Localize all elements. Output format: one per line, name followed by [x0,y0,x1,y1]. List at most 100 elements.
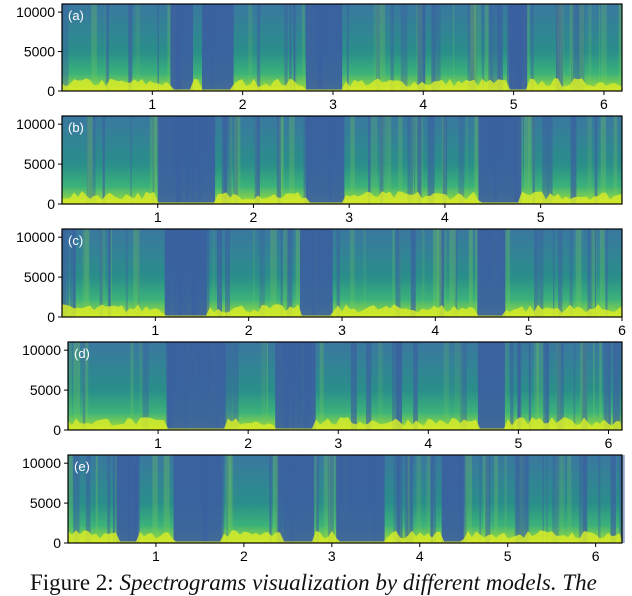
spectral-stripe [87,116,93,204]
x-tick-label: 2 [239,96,247,112]
spectral-stripe [610,455,616,543]
spectral-stripe [581,342,588,430]
spectral-stripe [573,342,576,430]
spectral-stripe [556,342,561,430]
spectral-stripe [558,229,563,317]
spectral-stripe [269,455,272,543]
silence-segment [202,4,234,91]
x-tick-label: 2 [245,322,253,338]
spectral-stripe [426,455,432,543]
spectral-stripe [556,4,559,91]
spectral-stripe [406,455,413,543]
spectral-stripe [289,116,295,204]
spectral-stripe [613,116,618,204]
x-tick-label: 1 [154,435,162,451]
spectral-stripe [570,116,577,204]
spectral-stripe [418,4,426,91]
spectral-stripe [494,4,501,91]
spectral-stripe [84,229,90,317]
spectral-stripe [301,4,305,91]
spectral-stripe [582,342,588,430]
x-tick-label: 3 [328,548,336,564]
spectral-stripe [588,4,592,91]
spectrogram-panel-4: (d) 0 5000 10000 1 2 3 4 5 6 [22,341,623,451]
spectral-stripe [449,229,456,317]
panel-label: (e) [74,459,90,474]
spectrogram-panel-3: (c) 0 5000 10000 1 2 3 4 5 6 [16,228,626,338]
spectral-stripe [276,116,281,204]
spectral-stripe [277,455,284,543]
spectral-stripe [555,455,562,543]
spectral-stripe [504,455,507,543]
spectral-stripe [319,342,324,430]
x-tick-label: 6 [618,322,626,338]
y-tick-label: 5000 [30,382,61,398]
spectral-stripe [505,229,511,317]
spectral-stripe [328,455,335,543]
spectral-stripe [460,342,463,430]
y-tick-label: 5000 [30,495,61,511]
spectral-stripe [395,229,401,317]
spectral-stripe [473,4,477,91]
spectral-stripe [311,455,318,543]
x-tick-label: 4 [441,209,449,225]
spectral-stripe [583,455,588,543]
spectral-stripe [149,116,157,204]
spectral-stripe [217,229,222,317]
spectral-stripe [547,342,550,430]
x-tick-label: 1 [154,209,162,225]
spectral-stripe [99,229,103,317]
spectral-stripe [521,455,528,543]
low-frequency-band [62,78,622,91]
y-tick-label: 10000 [22,342,61,358]
silence-segment [305,4,342,91]
caption-text: Spectrograms visualization by different … [119,570,597,595]
spectral-stripe [599,229,605,317]
silence-segment [170,4,193,91]
spectral-stripe [378,342,383,430]
spectral-stripe [370,116,378,204]
spectral-stripe [112,455,116,543]
spectral-stripe [470,4,475,91]
spectral-stripe [482,4,484,91]
spectral-stripe [73,229,76,317]
x-tick-label: 3 [334,435,342,451]
spectral-stripe [605,229,608,317]
spectral-stripe [465,455,472,543]
spectral-stripe [413,342,418,430]
spectral-stripe [546,455,548,543]
y-tick-label: 0 [53,422,61,438]
x-tick-label: 5 [515,435,523,451]
panel-label: (a) [68,8,84,23]
x-tick-label: 6 [592,548,600,564]
spectral-stripe [526,455,530,543]
spectral-stripe [303,116,308,204]
spectral-stripe [107,4,109,91]
spectral-stripe [536,342,538,430]
spectral-stripe [284,4,288,91]
spectral-stripe [68,342,72,430]
x-tick-label: 2 [250,209,258,225]
spectral-stripe [416,455,422,543]
spectral-stripe [102,116,105,204]
spectral-stripe [82,229,89,317]
spectral-stripe [619,4,623,91]
silence-segment [116,455,139,543]
spectral-stripe [137,229,140,317]
y-tick-label: 10000 [22,455,61,471]
spectral-stripe [407,455,414,543]
spectral-stripe [474,116,481,204]
silence-segment [477,342,505,430]
spectral-stripe [107,229,110,317]
x-tick-label: 4 [431,322,439,338]
spectral-stripe [229,116,232,204]
spectral-stripe [593,342,595,430]
spectral-stripe [104,4,106,91]
x-tick-label: 1 [152,548,160,564]
spectral-stripe [379,4,386,91]
silence-segment [167,342,226,430]
silence-segment [478,116,522,204]
spectrogram-panel-5: (e) 0 5000 10000 1 2 3 4 5 6 [22,454,625,564]
spectral-stripe [390,4,394,91]
spectral-stripe [400,4,408,91]
